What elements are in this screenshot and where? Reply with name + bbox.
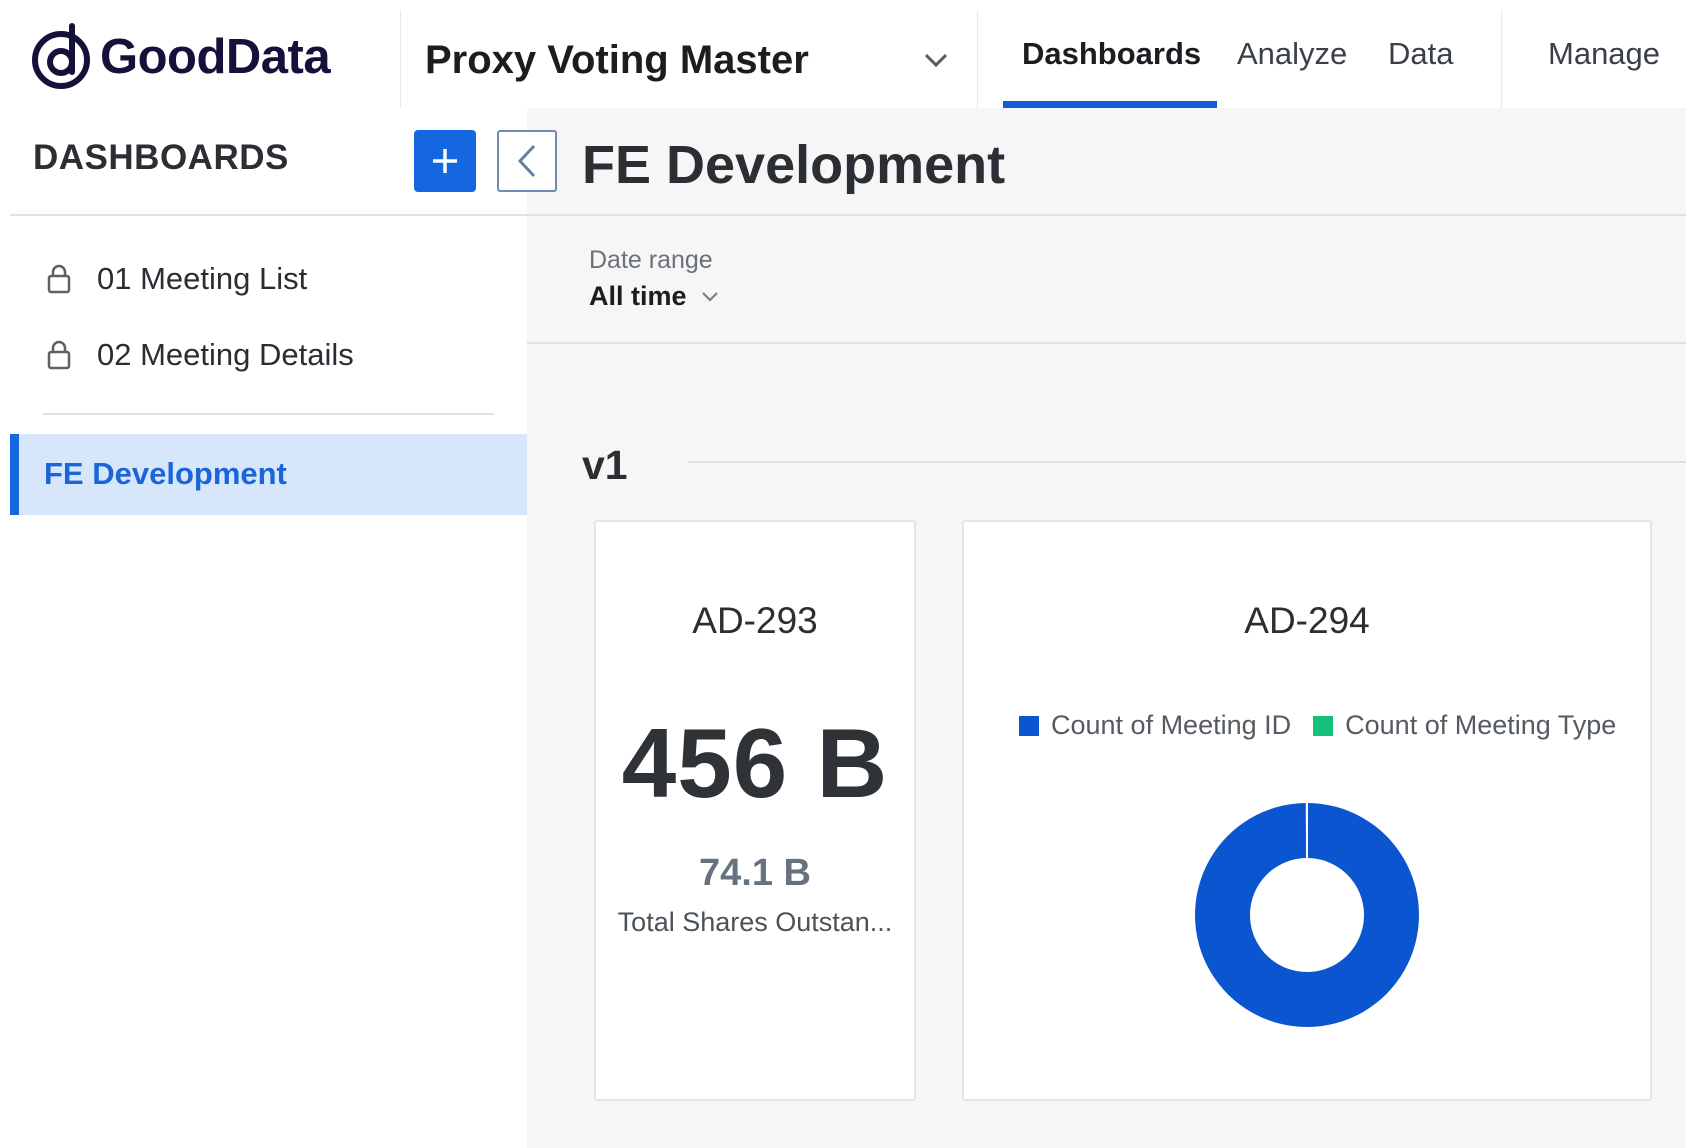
- sidebar-title: DASHBOARDS: [33, 138, 289, 177]
- kpi-compare-value: 74.1 B: [699, 852, 811, 894]
- header-divider: [1501, 10, 1502, 108]
- legend-label: Count of Meeting Type: [1345, 710, 1617, 740]
- workspace-picker[interactable]: Proxy Voting Master: [425, 30, 809, 90]
- filter-label: Date range: [589, 246, 713, 274]
- kpi-compare-label: Total Shares Outstan...: [617, 907, 893, 937]
- dashboard-canvas: FE Development Date range All time v1 AD…: [527, 108, 1686, 1148]
- widget-title: AD-293: [692, 600, 818, 641]
- nav-analyze[interactable]: Analyze: [1237, 36, 1348, 71]
- page-title: FE Development: [582, 135, 1006, 195]
- gooddata-logo-icon: [32, 23, 90, 89]
- header-divider: [977, 10, 978, 108]
- sidebar-item-label: 01 Meeting List: [97, 261, 308, 296]
- legend-item[interactable]: Count of Meeting Type: [1313, 710, 1616, 741]
- chevron-down-icon: [701, 291, 718, 302]
- nav-active-indicator: [1003, 101, 1217, 108]
- kpi-widget[interactable]: AD-293 456 B 74.1 B Total Shares Outstan…: [594, 520, 916, 1101]
- legend-swatch: [1019, 715, 1039, 736]
- filter-bar-divider: [527, 342, 1686, 344]
- active-indicator: [10, 434, 19, 515]
- legend-item[interactable]: Count of Meeting ID: [1019, 710, 1291, 741]
- sidebar-item-meeting-list[interactable]: 01 Meeting List: [45, 254, 307, 304]
- legend-swatch: [1313, 715, 1334, 736]
- chart-legend: Count of Meeting ID Count of Meeting Typ…: [1019, 710, 1638, 741]
- sidebar-item-label: 02 Meeting Details: [97, 337, 354, 372]
- filter-value: All time: [589, 281, 719, 312]
- widget-title: AD-294: [1244, 600, 1370, 641]
- gooddata-logo[interactable]: GoodData: [30, 22, 331, 92]
- donut-slice[interactable]: [1195, 803, 1419, 1027]
- logo-text: GoodData: [100, 30, 331, 84]
- legend-label: Count of Meeting ID: [1051, 710, 1292, 740]
- nav-manage[interactable]: Manage: [1548, 36, 1661, 71]
- header-divider: [400, 10, 401, 108]
- kpi-value: 456 B: [621, 708, 889, 818]
- donut-chart-widget[interactable]: AD-294 Count of Meeting ID Count of Meet…: [962, 520, 1652, 1101]
- sidebar-item-fe-development[interactable]: FE Development: [10, 434, 527, 515]
- date-range-filter[interactable]: Date range All time: [589, 246, 719, 312]
- workspace-name: Proxy Voting Master: [425, 37, 809, 82]
- sidebar-separator: [43, 413, 494, 415]
- chevron-down-icon[interactable]: [920, 44, 952, 76]
- lock-icon: [47, 340, 71, 370]
- filter-value-text: All time: [589, 281, 687, 311]
- title-divider: [527, 214, 1686, 216]
- chevron-left-icon: [517, 144, 536, 178]
- section-title: v1: [582, 442, 628, 488]
- dashboards-sidebar: DASHBOARDS 01 Meeting List 02 Meeting De…: [0, 108, 557, 1148]
- app-header: GoodData Proxy Voting Master Dashboards …: [0, 0, 1686, 108]
- sidebar-item-label: FE Development: [44, 456, 287, 491]
- sidebar-item-meeting-details[interactable]: 02 Meeting Details: [45, 330, 354, 380]
- sidebar-divider: [10, 214, 527, 216]
- lock-icon: [47, 264, 71, 294]
- section-divider: [688, 461, 1686, 463]
- add-dashboard-button[interactable]: [414, 130, 476, 192]
- collapse-sidebar-button[interactable]: [497, 130, 557, 192]
- plus-icon: [433, 149, 457, 173]
- donut-chart: [1195, 803, 1419, 1027]
- nav-dashboards[interactable]: Dashboards: [1022, 36, 1202, 71]
- nav-data[interactable]: Data: [1388, 36, 1454, 71]
